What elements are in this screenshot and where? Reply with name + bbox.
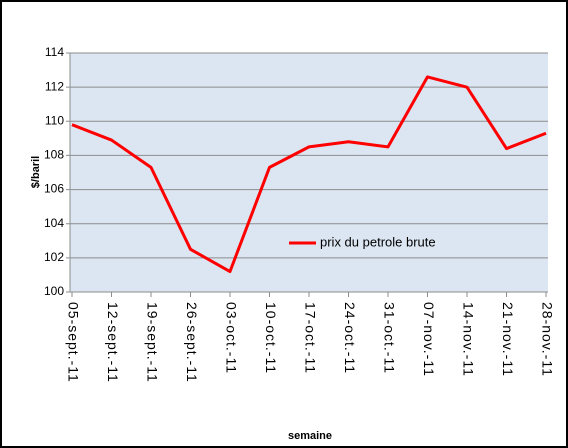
x-axis-title: semaine <box>288 430 332 442</box>
x-tick-label: 31-oct.-11 <box>381 302 397 374</box>
y-tick-label: 106 <box>44 182 64 196</box>
y-tick-label: 104 <box>44 216 64 230</box>
y-tick-label: 112 <box>45 79 64 93</box>
x-tick-label: 07-nov.-11 <box>421 302 437 377</box>
x-tick-label: 26-sept.-11 <box>184 302 200 383</box>
y-axis-title: $/baril <box>30 156 42 188</box>
legend-label: prix du petrole brute <box>320 234 436 249</box>
data-line <box>71 75 547 274</box>
plot-area <box>70 53 548 292</box>
y-tick-label: 102 <box>44 250 64 264</box>
x-tick-label: 03-oct.-11 <box>223 302 239 374</box>
x-tick-label: 10-oct.-11 <box>263 302 279 374</box>
x-tick-label: 12-sept.-11 <box>105 302 121 383</box>
y-tick-label: 114 <box>45 45 64 59</box>
y-tick-label: 100 <box>44 284 64 298</box>
y-tick-label: 110 <box>45 113 64 127</box>
x-tick-label: 24-oct.-11 <box>342 302 358 374</box>
x-tick-label: 19-sept.-11 <box>144 302 160 383</box>
x-tick-label: 21-nov.-11 <box>500 302 516 377</box>
x-tick-label: 28-nov.-11 <box>539 302 555 377</box>
x-tick-label: 17-oct.-11 <box>302 302 318 374</box>
x-tick-label: 05-sept.-11 <box>65 302 81 383</box>
x-tick-label: 14-nov.-11 <box>460 302 476 377</box>
y-tick-label: 108 <box>44 148 64 162</box>
